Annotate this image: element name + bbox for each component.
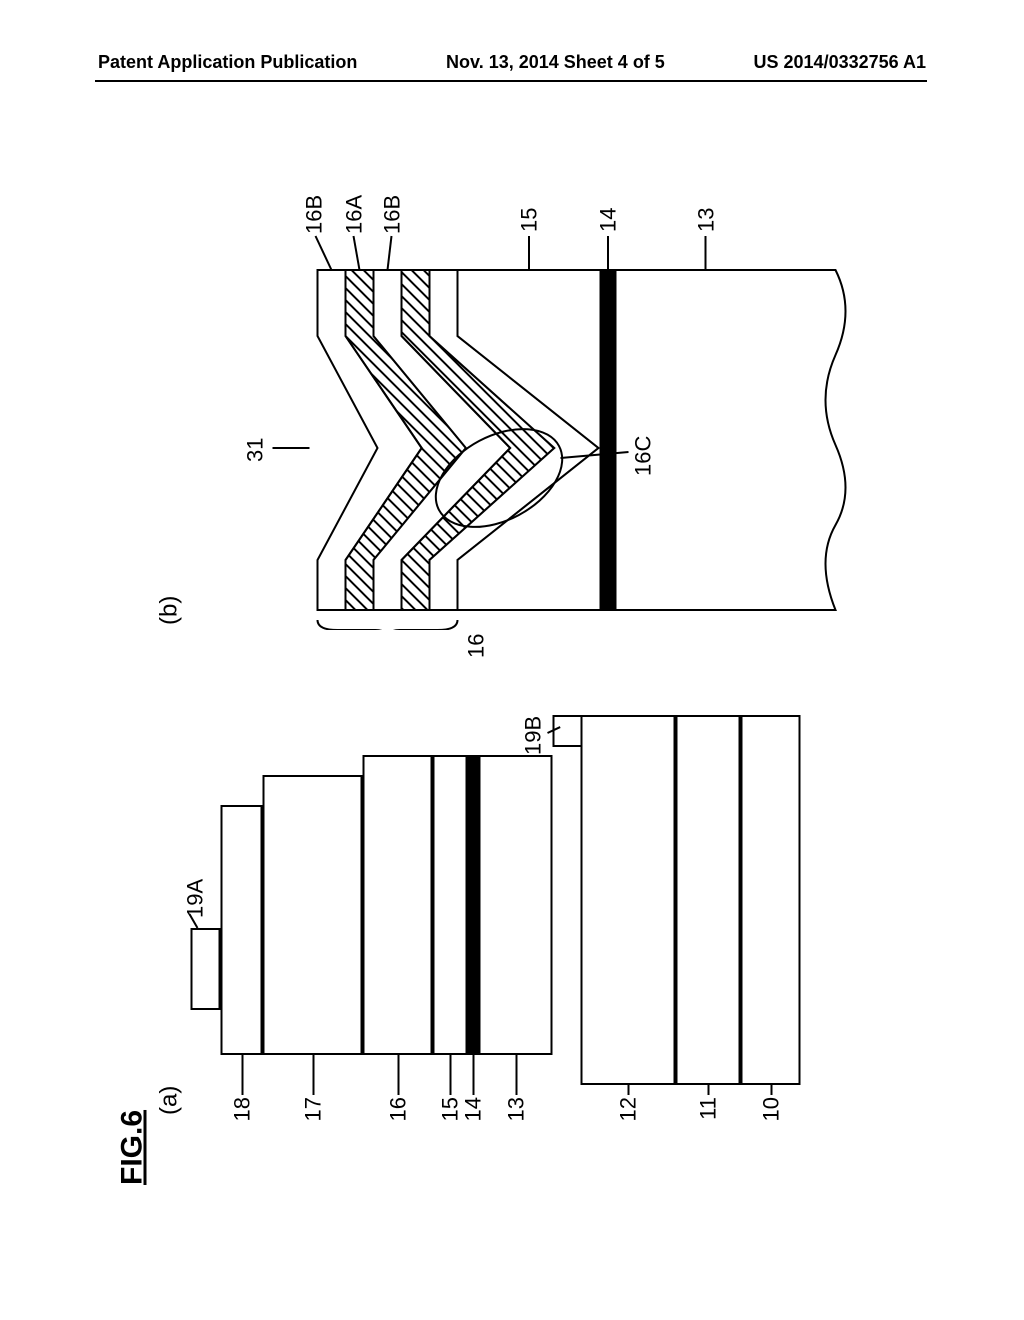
sublabel-b: (b) [155,596,183,625]
layer-11 [675,715,740,1085]
figure-area: FIG.6 (a) (b) 18171615141312111019A19B 1… [0,252,1024,1084]
layer-label-10: 10 [758,1097,784,1131]
page-header: Patent Application Publication Nov. 13, … [0,52,1024,73]
electrode-19B [552,715,582,747]
layer-13 [478,755,552,1055]
layer-label-18: 18 [229,1097,255,1131]
header-left: Patent Application Publication [98,52,357,73]
leader-line [241,1055,243,1095]
layer-15 [432,755,467,1055]
label-16-group: 16 [463,634,489,658]
electrode-label-19B: 19B [520,716,546,755]
label-16C: 16C [630,436,656,476]
leader-line [450,1055,452,1095]
label-14: 14 [596,208,622,232]
layer-label-14: 14 [460,1097,486,1131]
electrode-19A [190,928,220,1010]
header-center: Nov. 13, 2014 Sheet 4 of 5 [446,52,665,73]
layer-label-17: 17 [300,1097,326,1131]
layer-label-12: 12 [616,1097,642,1131]
label-16B-under: 16B [379,195,405,234]
layer-17 [262,775,362,1055]
label-16A: 16A [341,195,367,234]
label-15: 15 [517,208,543,232]
leader-line [515,1055,517,1095]
layer-12 [580,715,675,1085]
layer-label-11: 11 [696,1097,722,1131]
leader-line [770,1085,772,1095]
layer-10 [740,715,800,1085]
label-13: 13 [693,208,719,232]
layer-label-13: 13 [503,1097,529,1131]
leader-line [628,1085,630,1095]
layer-18 [220,805,262,1055]
leader-line [397,1055,399,1095]
sublabel-a: (a) [155,1086,183,1115]
diagram-a: 18171615141312111019A19B [190,695,910,1145]
figure-label: FIG.6 [115,1110,149,1185]
leader-line [472,1055,474,1095]
label-16B-top: 16B [301,195,327,234]
layer-label-16: 16 [385,1097,411,1131]
label-31: 31 [242,438,268,462]
header-right: US 2014/0332756 A1 [754,52,926,73]
leader-line [312,1055,314,1095]
layer-14 [466,755,478,1055]
layer-16 [362,755,432,1055]
diagram-b: 163116C16B16A16B151413 [195,150,915,630]
leader-line [708,1085,710,1095]
electrode-label-19A: 19A [182,879,208,918]
header-rule [95,80,927,82]
